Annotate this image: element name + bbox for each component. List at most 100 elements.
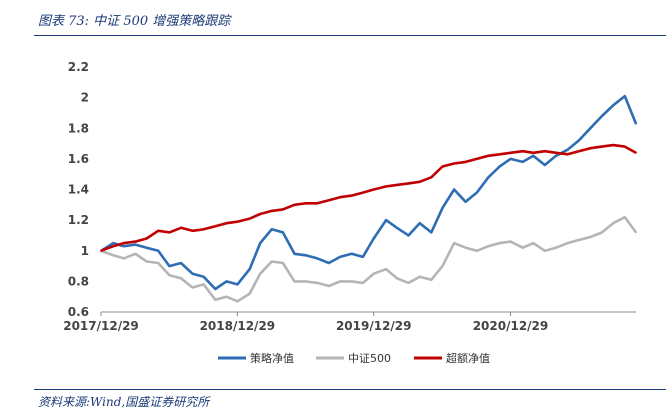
series-0-point-46 <box>623 95 626 97</box>
footer-rule <box>34 389 666 390</box>
series-1-point-8 <box>191 286 194 289</box>
series-0-point-18 <box>304 254 307 257</box>
series-0-point-23 <box>362 256 364 258</box>
series-1-point-38 <box>532 242 535 245</box>
series-1-point-21 <box>339 280 341 283</box>
series-2-point-32 <box>464 161 467 163</box>
series-1-point-34 <box>487 245 490 248</box>
series-0-point-29 <box>430 231 433 234</box>
series-2-point-11 <box>225 222 228 225</box>
series-0-point-39 <box>543 164 546 166</box>
series-1-point-23 <box>362 282 364 284</box>
series-1-point-19 <box>316 282 319 284</box>
series-1-point-5 <box>157 262 160 264</box>
series-1-point-10 <box>214 298 217 301</box>
series-2-point-8 <box>191 229 194 232</box>
series-1-point-46 <box>623 216 626 219</box>
series-1-point-36 <box>509 240 512 243</box>
series-0-point-10 <box>214 288 217 290</box>
series-0-point-20 <box>328 262 330 264</box>
y-tick-label-7: 0.8 <box>68 274 89 288</box>
series-1-point-33 <box>475 249 478 252</box>
series-line-2 <box>100 143 637 253</box>
title-rule <box>34 35 666 36</box>
chart-legend: 策略净值 中证500 超额净值 <box>218 351 490 365</box>
series-2-point-46 <box>623 145 626 148</box>
series-1-point-6 <box>168 274 171 277</box>
series-line-1 <box>100 215 638 303</box>
series-0-point-22 <box>350 252 353 255</box>
series-0-point-21 <box>339 256 341 258</box>
series-0-point-38 <box>532 154 535 157</box>
series-2-point-26 <box>396 184 398 186</box>
series-2-point-24 <box>372 188 375 191</box>
series-1-point-45 <box>612 222 615 225</box>
y-tick-label-0: 2.2 <box>68 60 89 74</box>
series-2-point-40 <box>555 151 557 154</box>
series-1-point-4 <box>145 260 148 263</box>
series-1-point-24 <box>372 272 375 275</box>
y-tick-label-8: 0.6 <box>68 305 89 319</box>
series-0-point-45 <box>612 104 615 107</box>
series-1-point-9 <box>202 283 205 286</box>
series-1-point-44 <box>601 231 603 234</box>
series-0-point-1 <box>112 242 115 245</box>
series-2-point-18 <box>304 202 307 205</box>
series-0-point-7 <box>180 262 182 264</box>
series-0-point-12 <box>236 283 239 286</box>
series-2-point-12 <box>236 220 239 223</box>
series-1-point-16 <box>282 262 284 264</box>
series-2-point-1 <box>112 245 115 248</box>
series-1-point-20 <box>328 285 330 287</box>
chart-series-layer <box>100 94 638 303</box>
series-1-point-12 <box>236 300 239 303</box>
series-2-point-39 <box>543 150 546 153</box>
series-2-point-23 <box>362 191 364 194</box>
series-1-point-31 <box>453 242 455 245</box>
x-tick-label-3: 2020/12/29 <box>473 319 549 333</box>
series-0-point-14 <box>259 242 262 245</box>
series-1-point-32 <box>464 246 467 249</box>
series-2-point-33 <box>475 158 478 160</box>
series-0-point-30 <box>441 207 444 209</box>
series-2-point-22 <box>350 194 353 197</box>
series-2-point-31 <box>453 162 455 165</box>
series-2-point-16 <box>282 208 284 211</box>
x-tick-label-0: 2017/12/29 <box>63 319 139 333</box>
series-0-point-34 <box>487 176 490 179</box>
series-2-point-15 <box>270 210 273 212</box>
y-tick-label-2: 1.8 <box>68 121 89 135</box>
series-2-point-30 <box>441 165 444 168</box>
series-2-point-34 <box>487 154 490 157</box>
series-1-point-14 <box>259 272 262 275</box>
series-2-point-27 <box>407 182 410 185</box>
series-2-point-44 <box>601 145 603 148</box>
series-2-point-43 <box>589 147 592 150</box>
series-2-point-7 <box>180 226 182 229</box>
series-2-point-0 <box>100 249 102 252</box>
series-2-point-4 <box>145 237 148 240</box>
series-0-point-36 <box>509 158 512 160</box>
series-2-point-47 <box>635 151 637 154</box>
series-2-point-25 <box>385 185 387 188</box>
series-0-point-8 <box>191 272 194 275</box>
series-0-point-24 <box>372 237 375 240</box>
y-tick-label-6: 1 <box>81 244 89 258</box>
y-tick-label-3: 1.6 <box>68 152 89 166</box>
series-1-point-43 <box>589 236 592 238</box>
series-0-point-3 <box>134 243 137 246</box>
series-0-point-32 <box>464 200 467 203</box>
series-2-point-13 <box>248 217 251 220</box>
series-2-point-42 <box>577 150 580 153</box>
series-1-point-41 <box>566 242 569 245</box>
series-2-point-37 <box>521 150 524 153</box>
series-2-point-41 <box>566 153 569 156</box>
series-2-point-3 <box>134 240 137 243</box>
series-1-point-27 <box>407 282 410 284</box>
series-0-point-2 <box>122 245 125 248</box>
series-0-point-15 <box>270 228 273 231</box>
series-0-point-40 <box>555 154 557 157</box>
series-1-point-1 <box>112 254 115 257</box>
